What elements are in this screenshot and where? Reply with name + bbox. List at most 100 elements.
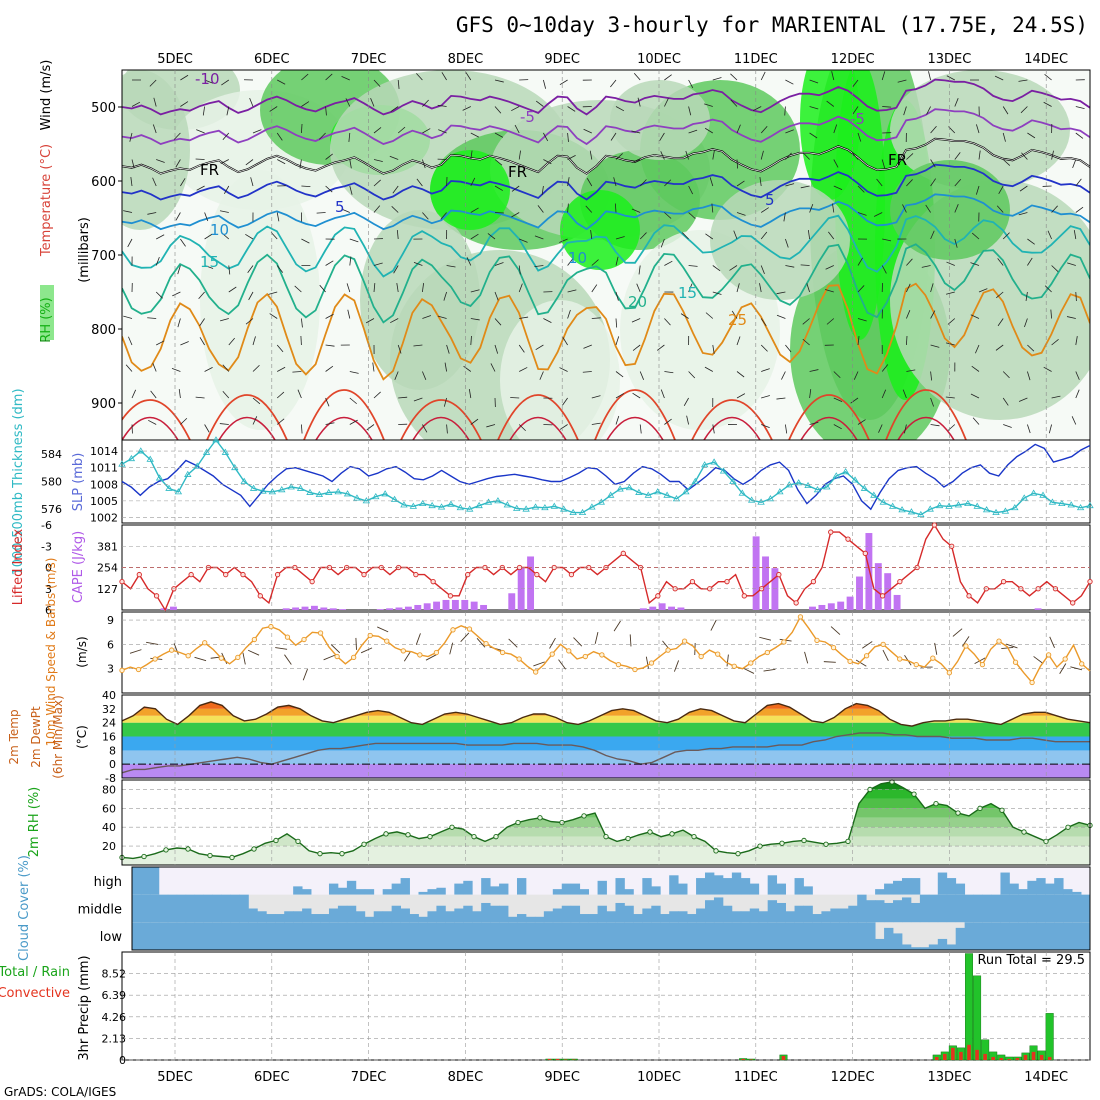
- temp2m-tick-label: 0: [109, 758, 116, 771]
- wind-barb: [422, 371, 427, 380]
- rh2m-point: [1065, 824, 1071, 830]
- wind-barb: [712, 77, 722, 81]
- temp-contour--5: [122, 108, 1090, 146]
- thickness-point: [560, 505, 568, 512]
- cloud-bar-low: [624, 922, 634, 950]
- precip-convective-bar: [571, 1059, 576, 1060]
- wind-barb: [926, 106, 931, 115]
- wind-barb: [147, 212, 157, 215]
- cloud-bar-middle: [713, 897, 724, 923]
- wind10m-point: [168, 647, 175, 653]
- thickness-point: [597, 498, 606, 505]
- thickness-point: [823, 483, 831, 490]
- wind-barb: [995, 344, 1004, 351]
- lifted-index-tick-label: 0: [45, 562, 52, 575]
- wind-barb: [204, 265, 214, 269]
- wind-barb: [857, 212, 867, 216]
- cloud-bar-low: [149, 922, 160, 950]
- lifted-index-point: [447, 593, 454, 599]
- precip-convective-bar: [999, 1057, 1004, 1060]
- cloud-bar-middle: [785, 911, 795, 923]
- cloud-bar-middle: [884, 902, 894, 923]
- thickness-point: [625, 483, 634, 491]
- cloud-bar-middle: [409, 914, 419, 923]
- wind10m-point: [814, 637, 820, 643]
- wind-barb: [925, 204, 931, 213]
- cloud-bar-middle: [1018, 894, 1028, 923]
- wind10m-point: [334, 653, 340, 660]
- wind-barb: [390, 106, 399, 112]
- cloud-bar-middle: [364, 916, 375, 923]
- wind-barb: [301, 101, 310, 107]
- bottom-date-label: 12DEC: [831, 1070, 875, 1085]
- wind-barb: [712, 291, 722, 295]
- lifted-index-point: [465, 571, 471, 578]
- wind-barb: [180, 238, 186, 247]
- wind-barb: [398, 396, 408, 399]
- cloud-bar-middle: [1081, 894, 1091, 923]
- contour-label: -5: [850, 110, 865, 128]
- wind-barb: [292, 371, 302, 373]
- cloud-bar-low: [579, 922, 590, 950]
- cloud-bar-middle: [481, 902, 491, 923]
- cloud-bar-middle: [705, 900, 715, 923]
- wind-barb: [534, 235, 544, 240]
- rh2m-point: [647, 829, 653, 835]
- lifted-index-point: [655, 593, 661, 599]
- wind-barb: [519, 316, 529, 319]
- wind-barb: [373, 79, 381, 87]
- cloud-bar-low: [320, 922, 330, 950]
- wind-barb: [519, 238, 528, 243]
- precip-tick-label: 8.52: [102, 968, 127, 981]
- cloud-bar-middle: [606, 911, 616, 923]
- rh2m-point: [251, 846, 257, 852]
- wind10m-barb: [855, 659, 867, 667]
- wind-barb: [785, 265, 795, 268]
- cloud-bar-high: [597, 880, 607, 895]
- thickness-point: [419, 499, 427, 507]
- contour-label: 10: [568, 249, 587, 267]
- wind-barb: [470, 289, 480, 293]
- cloud-bar-high: [749, 883, 760, 895]
- wind-barb: [222, 132, 230, 141]
- lifted-index-point: [724, 579, 730, 585]
- wind-barb: [196, 185, 205, 191]
- wind10m-point: [748, 660, 754, 666]
- cloud-bar-middle: [516, 914, 527, 923]
- rh-region: [560, 190, 640, 270]
- wind-barb: [591, 317, 601, 319]
- precip-tick-label: 2.13: [102, 1032, 127, 1045]
- rh2m-point: [471, 834, 477, 840]
- wind-barb: [294, 285, 302, 293]
- wind-barb: [518, 283, 523, 293]
- wind-barb: [906, 179, 913, 187]
- wind10m-point: [1079, 661, 1085, 667]
- wind-barb: [704, 366, 713, 372]
- wind-barb: [128, 336, 133, 346]
- wind-barb: [199, 337, 205, 346]
- bottom-date-label: 5DEC: [157, 1070, 193, 1085]
- precip-convective-bar: [1047, 1056, 1052, 1060]
- cloud-bar-low: [427, 922, 437, 950]
- wind10m-barb: [242, 652, 246, 665]
- lifted-index-point: [862, 550, 868, 556]
- wind-barb: [639, 232, 647, 240]
- wind10m-point: [979, 662, 986, 668]
- cloud-bar-middle: [1009, 894, 1019, 923]
- cape-bar: [329, 608, 337, 610]
- cloud-bar-high: [893, 880, 903, 895]
- wind-barb: [301, 318, 303, 328]
- wind10m-point: [946, 670, 953, 676]
- wind-barb: [971, 365, 980, 372]
- pressure-tick-label: 500: [91, 101, 116, 116]
- rh2m-point: [603, 834, 609, 840]
- wind-barb: [567, 289, 577, 293]
- wind10m-barb: [823, 661, 836, 663]
- wind-barb: [1075, 371, 1080, 380]
- cloud-bar-low: [543, 922, 554, 950]
- rh2m-tick-label: 20: [102, 840, 116, 853]
- cloud-bar-low: [812, 922, 822, 950]
- thickness-point: [409, 502, 418, 509]
- warm-surface-arc: [606, 416, 664, 440]
- wind-barb: [781, 371, 786, 380]
